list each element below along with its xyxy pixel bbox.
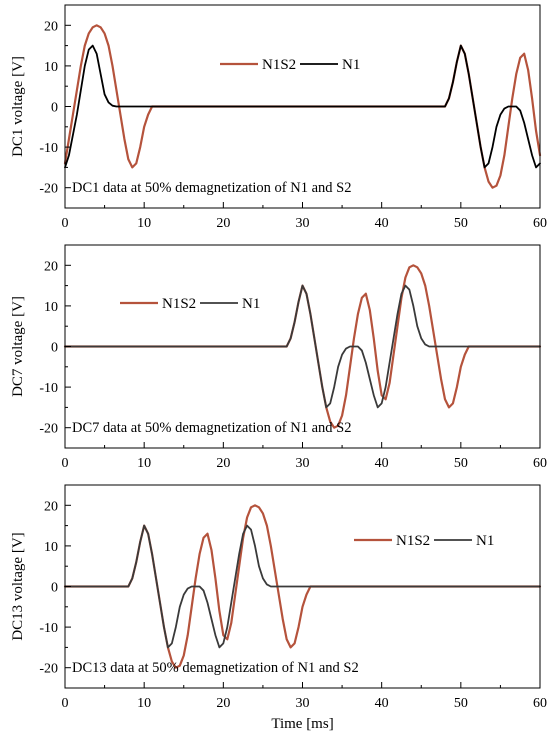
y-tick-label: -20 <box>39 422 58 437</box>
x-tick-label: 30 <box>296 696 310 711</box>
y-tick-label: -10 <box>39 381 58 396</box>
panel-annotation: DC7 data at 50% demagnetization of N1 an… <box>72 420 351 436</box>
legend: N1S2 N1 <box>220 57 360 73</box>
x-tick-label: 0 <box>62 456 69 471</box>
x-tick-label: 60 <box>533 696 547 711</box>
x-axis-title: Time [ms] <box>271 716 333 732</box>
legend-label-n1: N1 <box>342 57 360 73</box>
y-tick-label: 0 <box>51 341 58 356</box>
legend-label-n1: N1 <box>476 533 494 549</box>
x-tick-label: 60 <box>533 216 547 231</box>
x-tick-label: 50 <box>454 456 468 471</box>
y-tick-label: 10 <box>44 60 58 75</box>
chart-panel-2: 0 10 20 30 40 50 60 -20 -10 0 10 20 DC7 voltage [V] D… <box>10 244 547 471</box>
x-tick-label: 40 <box>375 216 389 231</box>
y-axis-title: DC13 voltage [V] <box>10 532 26 640</box>
x-tick-label: 10 <box>137 456 151 471</box>
x-tick-label: 60 <box>533 456 547 471</box>
legend-label-n1s2: N1S2 <box>262 57 296 73</box>
chart-panel-3: 0 10 20 30 40 50 60 -20 -10 0 10 20 DC13 voltage [V]… <box>10 484 547 732</box>
legend: N1S2 N1 <box>120 296 260 312</box>
legend-label-n1s2: N1S2 <box>396 533 430 549</box>
y-tick-label: 20 <box>44 259 58 274</box>
x-tick-label: 10 <box>137 696 151 711</box>
x-tick-label: 50 <box>454 696 468 711</box>
y-tick-label: 10 <box>44 300 58 315</box>
y-axis-title: DC1 voltage [V] <box>10 56 26 157</box>
x-tick-label: 10 <box>137 216 151 231</box>
x-tick-label: 30 <box>296 456 310 471</box>
x-tick-label: 20 <box>216 216 230 231</box>
y-tick-label: -20 <box>39 662 58 677</box>
x-tick-label: 20 <box>216 696 230 711</box>
y-axis-title: DC7 voltage [V] <box>10 296 26 397</box>
series-line-n1 <box>64 44 541 169</box>
y-tick-label: -20 <box>39 182 58 197</box>
panel-annotation: DC1 data at 50% demagnetization of N1 an… <box>72 180 351 196</box>
legend-label-n1s2: N1S2 <box>162 296 196 312</box>
panel-annotation: DC13 data at 50% demagnetization of N1 a… <box>72 660 359 676</box>
y-tick-label: -10 <box>39 621 58 636</box>
y-tick-label: 20 <box>44 499 58 514</box>
y-tick-label: 20 <box>44 19 58 34</box>
y-tick-label: -10 <box>39 141 58 156</box>
series-line-n1 <box>64 524 541 649</box>
x-tick-label: 30 <box>296 216 310 231</box>
legend: N1S2 N1 <box>354 533 494 549</box>
y-tick-label: 0 <box>51 101 58 116</box>
y-tick-label: 10 <box>44 540 58 555</box>
x-tick-label: 0 <box>62 696 69 711</box>
x-tick-label: 40 <box>375 696 389 711</box>
x-tick-label: 0 <box>62 216 69 231</box>
legend-label-n1: N1 <box>242 296 260 312</box>
x-tick-label: 40 <box>375 456 389 471</box>
chart-panel-1: 0 10 20 30 40 50 60 -20 -10 0 10 20 DC1 voltage [V] D… <box>10 4 547 231</box>
y-tick-label: 0 <box>51 581 58 596</box>
series-line-n1 <box>64 284 541 409</box>
x-tick-label: 20 <box>216 456 230 471</box>
x-tick-label: 50 <box>454 216 468 231</box>
